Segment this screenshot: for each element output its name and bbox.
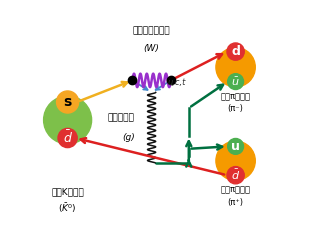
Text: 荷電π中間子: 荷電π中間子 [220, 186, 251, 195]
Text: (g): (g) [122, 133, 135, 142]
Text: (π⁺): (π⁺) [228, 198, 244, 207]
Text: グルーオン: グルーオン [108, 114, 135, 123]
Text: ($\bar{K}^0$): ($\bar{K}^0$) [58, 201, 77, 215]
Text: u: u [231, 140, 240, 153]
Circle shape [57, 91, 79, 113]
Text: ウィークボソン: ウィークボソン [133, 27, 171, 36]
Text: d: d [231, 45, 240, 58]
Circle shape [216, 48, 255, 87]
Text: 中性K中間子: 中性K中間子 [51, 187, 84, 197]
Text: $\bar{d}$: $\bar{d}$ [63, 130, 73, 146]
Circle shape [227, 167, 244, 184]
Text: u,c,t: u,c,t [167, 78, 186, 87]
Text: 荷電π中間子: 荷電π中間子 [220, 92, 251, 101]
Text: (W): (W) [144, 43, 160, 53]
Circle shape [228, 74, 244, 90]
Circle shape [216, 141, 255, 180]
Circle shape [227, 43, 244, 60]
Text: (π⁻): (π⁻) [228, 104, 244, 113]
Text: s: s [63, 95, 72, 109]
Text: $\bar{u}$: $\bar{u}$ [231, 76, 240, 88]
Circle shape [44, 96, 92, 144]
Text: $\bar{d}$: $\bar{d}$ [231, 168, 240, 182]
Circle shape [58, 128, 77, 148]
Circle shape [228, 138, 244, 154]
